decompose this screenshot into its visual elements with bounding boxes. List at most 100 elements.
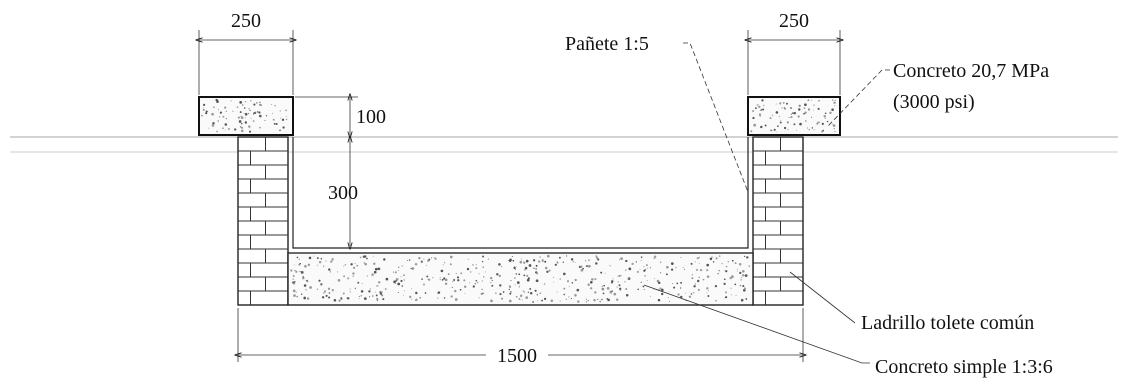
- concrete-speckle: [589, 280, 593, 284]
- concrete-speckle: [249, 110, 251, 112]
- concrete-speckle: [757, 104, 759, 106]
- concrete-speckle: [590, 287, 593, 290]
- concrete-speckle: [403, 274, 405, 276]
- concrete-speckle: [793, 112, 796, 115]
- concrete-speckle: [797, 115, 800, 118]
- concrete-speckle: [655, 257, 657, 259]
- concrete-speckle: [205, 110, 208, 113]
- concrete-speckle: [777, 125, 779, 127]
- concrete-speckle: [811, 99, 813, 102]
- callout-cap-concrete-line2: (3000 psi): [893, 91, 975, 113]
- concrete-speckle: [515, 295, 518, 298]
- concrete-speckle: [609, 290, 612, 294]
- concrete-speckle: [627, 277, 630, 280]
- concrete-speckle: [439, 279, 441, 281]
- concrete-speckle: [258, 114, 262, 118]
- concrete-speckle: [625, 287, 628, 291]
- concrete-speckle: [546, 270, 549, 273]
- concrete-speckle: [593, 298, 596, 302]
- concrete-speckle: [543, 283, 546, 285]
- concrete-speckle: [750, 130, 753, 133]
- concrete-speckle: [740, 298, 744, 302]
- concrete-speckle: [536, 272, 539, 275]
- concrete-speckle: [685, 292, 687, 294]
- concrete-speckle: [667, 296, 669, 299]
- concrete-speckle: [303, 296, 307, 300]
- concrete-speckle: [691, 274, 693, 276]
- concrete-speckle: [415, 291, 418, 295]
- concrete-speckle: [571, 282, 574, 284]
- concrete-speckle: [725, 265, 728, 268]
- callout-plaster: Pañete 1:5: [565, 33, 749, 193]
- concrete-speckle: [580, 268, 584, 272]
- concrete-speckle: [711, 256, 713, 259]
- concrete-speckle: [559, 300, 561, 302]
- concrete-speckle: [478, 273, 480, 275]
- concrete-speckle: [202, 108, 205, 111]
- concrete-speckle: [378, 267, 381, 271]
- concrete-speckle: [409, 295, 412, 298]
- concrete-speckle: [568, 296, 570, 298]
- concrete-speckle: [373, 270, 377, 274]
- concrete-speckle: [352, 272, 355, 275]
- concrete-speckle: [813, 104, 815, 106]
- concrete-speckle: [525, 259, 529, 263]
- concrete-speckle: [248, 130, 252, 133]
- concrete-speckle: [744, 274, 748, 277]
- concrete-speckle: [742, 284, 745, 288]
- concrete-speckle: [403, 279, 405, 281]
- concrete-speckle: [441, 279, 444, 281]
- concrete-speckle: [688, 295, 692, 298]
- concrete-speckle: [706, 292, 708, 294]
- concrete-speckle: [698, 289, 700, 291]
- concrete-speckle: [369, 288, 371, 290]
- concrete-speckle: [279, 129, 281, 132]
- concrete-speckle: [272, 118, 275, 121]
- concrete-speckle: [302, 276, 304, 278]
- concrete-speckle: [476, 281, 479, 284]
- concrete-speckle: [501, 265, 503, 268]
- concrete-speckle: [595, 255, 598, 257]
- concrete-speckle: [444, 278, 448, 282]
- concrete-speckle: [811, 116, 813, 118]
- concrete-speckle: [217, 109, 219, 111]
- concrete-speckle: [222, 115, 225, 118]
- concrete-speckle: [496, 273, 499, 276]
- concrete-speckle: [816, 122, 819, 125]
- concrete-speckle: [253, 103, 256, 106]
- concrete-speckle: [205, 112, 208, 115]
- concrete-speckle: [775, 131, 777, 133]
- concrete-speckle: [790, 113, 793, 115]
- concrete-speckle: [763, 104, 765, 107]
- concrete-speckle: [572, 261, 574, 263]
- concrete-speckle: [457, 279, 460, 282]
- concrete-speckle: [831, 108, 834, 111]
- concrete-speckle: [361, 282, 363, 285]
- concrete-speckle: [510, 291, 512, 293]
- concrete-speckle: [546, 254, 550, 258]
- concrete-speckle: [574, 294, 577, 297]
- concrete-speckle: [393, 280, 396, 284]
- concrete-speckle: [460, 272, 463, 275]
- concrete-speckle: [482, 255, 485, 258]
- concrete-speckle: [394, 271, 397, 274]
- concrete-speckle: [795, 129, 797, 131]
- concrete-speckle: [612, 278, 614, 280]
- concrete-speckle: [363, 255, 367, 258]
- concrete-speckle: [321, 296, 325, 299]
- concrete-speckle: [788, 117, 790, 119]
- concrete-speckle: [469, 271, 472, 273]
- dim-cap-height-label: 100: [356, 106, 386, 128]
- concrete-speckle: [248, 125, 251, 128]
- concrete-speckle: [323, 292, 325, 294]
- concrete-speckle: [541, 259, 544, 262]
- concrete-speckle: [526, 278, 530, 282]
- concrete-speckle: [620, 257, 623, 260]
- concrete-speckle: [217, 120, 219, 122]
- concrete-speckle: [603, 284, 606, 287]
- concrete-speckle: [631, 262, 634, 266]
- concrete-speckle: [771, 115, 773, 116]
- concrete-speckle: [724, 270, 726, 272]
- concrete-speckle: [306, 297, 310, 300]
- concrete-speckle: [474, 282, 477, 285]
